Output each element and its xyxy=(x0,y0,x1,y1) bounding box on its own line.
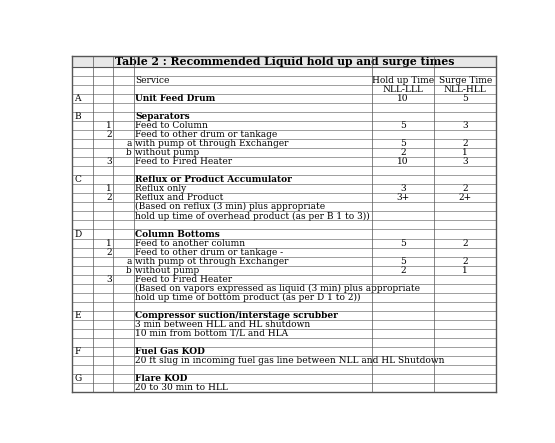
Text: Feed to other drum or tankage -: Feed to other drum or tankage - xyxy=(135,248,283,256)
Text: NLL-LLL: NLL-LLL xyxy=(382,85,423,94)
Text: Feed to another column: Feed to another column xyxy=(135,238,245,248)
Text: hold up time of bottom product (as per D 1 to 2)): hold up time of bottom product (as per D… xyxy=(135,293,361,302)
Text: without pump: without pump xyxy=(135,266,199,275)
Text: with pump ot through Exchanger: with pump ot through Exchanger xyxy=(135,139,289,148)
Text: 10 min from bottom T/L and HLA: 10 min from bottom T/L and HLA xyxy=(135,329,288,338)
Text: Feed to Fired Heater: Feed to Fired Heater xyxy=(135,275,232,284)
Text: NLL-HLL: NLL-HLL xyxy=(444,85,487,94)
Text: 1: 1 xyxy=(106,121,112,130)
Text: 3: 3 xyxy=(462,121,468,130)
Text: Hold up Time: Hold up Time xyxy=(372,76,434,85)
Text: D: D xyxy=(74,229,81,238)
Text: 2: 2 xyxy=(462,238,468,248)
Text: Feed to Fired Heater: Feed to Fired Heater xyxy=(135,157,232,166)
Text: G: G xyxy=(74,374,81,383)
Text: 2: 2 xyxy=(462,139,468,148)
Text: 5: 5 xyxy=(462,94,468,103)
Text: 2: 2 xyxy=(106,248,112,256)
Text: a: a xyxy=(127,256,132,266)
Text: B: B xyxy=(74,112,80,121)
Text: C: C xyxy=(74,175,81,184)
Text: with pump ot through Exchanger: with pump ot through Exchanger xyxy=(135,256,289,266)
Text: Reflux only: Reflux only xyxy=(135,184,186,194)
Text: 3: 3 xyxy=(462,157,468,166)
Text: A: A xyxy=(74,94,80,103)
Text: a: a xyxy=(127,139,132,148)
Text: 2: 2 xyxy=(400,266,406,275)
Text: hold up time of overhead product (as per B 1 to 3)): hold up time of overhead product (as per… xyxy=(135,211,370,221)
Text: Surge Time: Surge Time xyxy=(438,76,492,85)
Text: 3: 3 xyxy=(400,184,406,194)
Text: 2: 2 xyxy=(400,148,406,157)
Text: 2: 2 xyxy=(462,184,468,194)
Text: Reflux or Product Accumulator: Reflux or Product Accumulator xyxy=(135,175,292,184)
Text: 2: 2 xyxy=(462,256,468,266)
Text: Service: Service xyxy=(135,76,169,85)
Text: 3: 3 xyxy=(106,275,112,284)
Text: 2+: 2+ xyxy=(458,194,472,202)
Text: Feed to Column: Feed to Column xyxy=(135,121,208,130)
Text: Flare KOD: Flare KOD xyxy=(135,374,188,383)
Text: Feed to other drum or tankage: Feed to other drum or tankage xyxy=(135,130,278,139)
Bar xyxy=(73,56,496,67)
Text: F: F xyxy=(74,347,80,356)
Text: Column Bottoms: Column Bottoms xyxy=(135,229,220,238)
Text: 3+: 3+ xyxy=(396,194,410,202)
Text: b: b xyxy=(126,266,132,275)
Text: 5: 5 xyxy=(400,139,406,148)
Text: 1: 1 xyxy=(106,238,112,248)
Text: Separators: Separators xyxy=(135,112,190,121)
Text: Reflux and Product: Reflux and Product xyxy=(135,194,224,202)
Text: 10: 10 xyxy=(397,157,408,166)
Text: 5: 5 xyxy=(400,121,406,130)
Text: (Based on vapors expressed as liquid (3 min) plus appropriate: (Based on vapors expressed as liquid (3 … xyxy=(135,284,420,293)
Text: 1: 1 xyxy=(462,148,468,157)
Text: 2: 2 xyxy=(106,194,112,202)
Text: 3 min between HLL and HL shutdown: 3 min between HLL and HL shutdown xyxy=(135,320,310,329)
Text: 20 to 30 min to HLL: 20 to 30 min to HLL xyxy=(135,383,228,392)
Text: E: E xyxy=(74,311,80,320)
Text: 3: 3 xyxy=(106,157,112,166)
Text: 10: 10 xyxy=(397,94,408,103)
Text: 5: 5 xyxy=(400,256,406,266)
Text: Compressor suction/interstage scrubber: Compressor suction/interstage scrubber xyxy=(135,311,338,320)
Text: 1: 1 xyxy=(462,266,468,275)
Text: Table 2 : Recommended Liquid hold up and surge times: Table 2 : Recommended Liquid hold up and… xyxy=(115,56,454,67)
Text: without pump: without pump xyxy=(135,148,199,157)
Text: 5: 5 xyxy=(400,238,406,248)
Text: b: b xyxy=(126,148,132,157)
Text: Unit Feed Drum: Unit Feed Drum xyxy=(135,94,215,103)
Text: (Based on reflux (3 min) plus appropriate: (Based on reflux (3 min) plus appropriat… xyxy=(135,202,325,211)
Text: 1: 1 xyxy=(106,184,112,194)
Text: 20 ft slug in incoming fuel gas line between NLL and HL Shutdown: 20 ft slug in incoming fuel gas line bet… xyxy=(135,356,445,365)
Text: Fuel Gas KOD: Fuel Gas KOD xyxy=(135,347,205,356)
Text: 2: 2 xyxy=(106,130,112,139)
